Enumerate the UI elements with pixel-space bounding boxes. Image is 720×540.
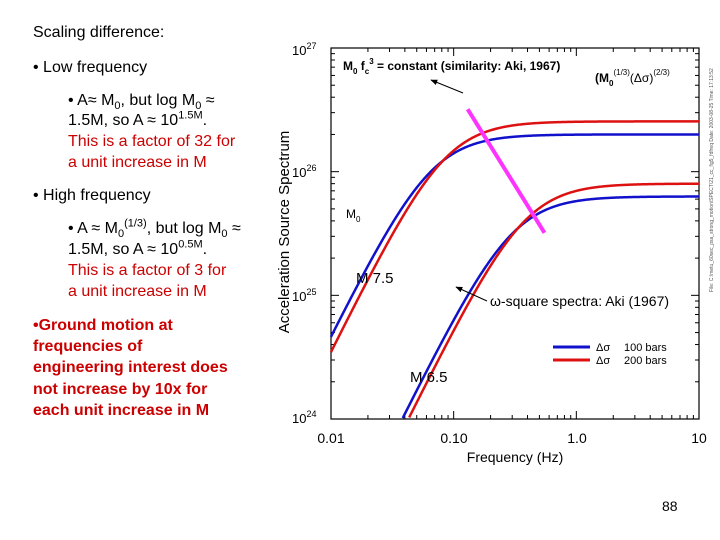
ground-motion-line1: •Ground motion at (33, 317, 173, 334)
omega-square-arrow (455, 286, 488, 302)
omega-square-annotation: ω-square spectra: Aki (1967) (490, 293, 669, 309)
x-tick-label-1: 0.10 (440, 430, 467, 446)
y-tick-label-25: 1025 (292, 287, 316, 304)
x-tick-label-0: 0.01 (317, 430, 344, 446)
spectrum-curve-1 (329, 120, 699, 353)
series-group (329, 120, 699, 419)
ground-motion-line2: frequencies of (33, 338, 143, 355)
slide-heading: Scaling difference: (33, 24, 165, 41)
spectrum-curve-0 (329, 133, 699, 338)
spectrum-curve-3 (408, 182, 699, 418)
ground-motion-line5: each unit increase in M (33, 402, 210, 419)
m75-label: M 7.5 (356, 270, 394, 287)
similarity-line (465, 108, 547, 234)
ground-motion-line3: engineering interest does (33, 359, 228, 376)
y-axis-title: Acceleration Source Spectrum (276, 131, 293, 334)
corner-scaling-annotation: (M0(1/3)(Δσ)(2/3) (595, 68, 670, 88)
ground-motion-line4: not increase by 10x for (33, 381, 208, 398)
x-tick-label-2: 1.0 (567, 430, 587, 446)
y-tick-label-27: 1027 (292, 41, 316, 58)
plot-frame (330, 47, 700, 420)
x-axis-title: Frequency (Hz) (467, 449, 563, 465)
high-frequency-bullet: • High frequency (33, 187, 151, 204)
high-frequency-detail-line2: 1.5M, so A ≈ 100.5M. (68, 238, 208, 258)
low-frequency-factor-line1: This is a factor of 32 for (68, 133, 236, 150)
legend-symbol-200-bars: Δσ (596, 355, 610, 367)
low-frequency-detail-line1: • A≈ M0, but log M0 ≈ (68, 92, 215, 113)
high-frequency-detail-line1: • A ≈ M0(1/3), but log M0 ≈ (68, 217, 241, 241)
legend: Δσ 100 bars Δσ 200 bars (553, 342, 667, 367)
page-number: 88 (662, 498, 678, 514)
legend-label-200-bars: 200 bars (624, 355, 667, 367)
legend-label-100-bars: 100 bars (624, 342, 667, 354)
legend-symbol-100-bars: Δσ (596, 342, 610, 354)
low-frequency-factor-line2: a unit increase in M (68, 154, 207, 171)
axis-ticks (330, 48, 699, 420)
low-frequency-detail-line2: 1.5M, so A ≈ 101.5M. (68, 109, 208, 129)
high-frequency-factor-line1: This is a factor of 3 for (68, 262, 227, 279)
similarity-arrow (430, 79, 464, 94)
file-side-note: File: C:\metu_60sec_psa_strong_motion\SP… (709, 68, 715, 292)
spectrum-curve-2 (401, 195, 699, 419)
similarity-annotation: M0 fc3 = constant (similarity: Aki, 1967… (343, 57, 560, 76)
low-frequency-bullet: • Low frequency (33, 59, 148, 76)
x-tick-label-3: 10 (691, 430, 707, 446)
m0-label: M0 (346, 207, 361, 224)
y-tick-label-24: 1024 (292, 409, 316, 426)
high-frequency-factor-line2: a unit increase in M (68, 283, 207, 300)
m65-label: M 6.5 (410, 369, 448, 386)
y-tick-label-26: 1026 (292, 163, 316, 180)
